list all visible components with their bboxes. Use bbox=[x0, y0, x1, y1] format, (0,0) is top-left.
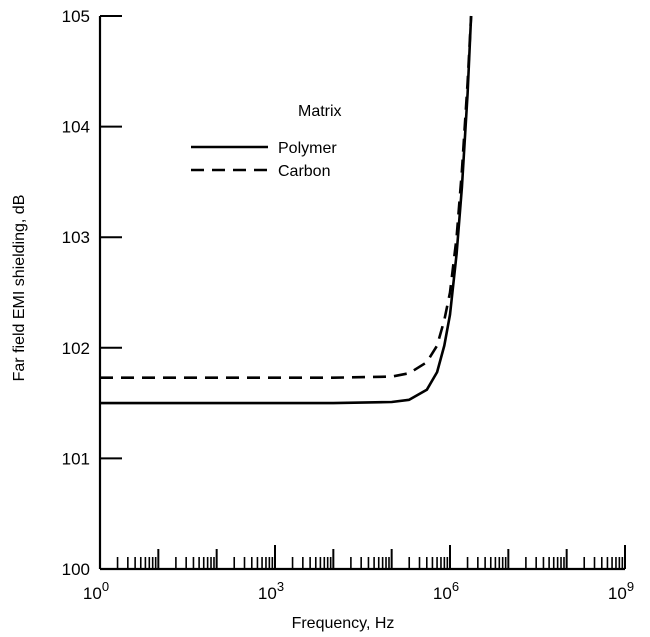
y-tick-label: 100 bbox=[62, 560, 90, 579]
minor-ticks bbox=[116, 549, 624, 569]
y-tick-label: 104 bbox=[62, 118, 90, 137]
x-tick-label-base: 10 bbox=[83, 584, 102, 603]
y-tick-label: 103 bbox=[62, 228, 90, 247]
legend-title: Matrix bbox=[298, 103, 342, 120]
y-axis-title: Far field EMI shielding, dB bbox=[11, 195, 28, 382]
series-lines bbox=[100, 15, 473, 405]
x-tick-labels: 100 103 106 109 bbox=[83, 579, 634, 603]
x-tick-label-base: 10 bbox=[608, 584, 627, 603]
axes bbox=[98, 16, 625, 571]
series-line-carbon bbox=[100, 15, 473, 380]
x-tick-label: 103 bbox=[258, 579, 284, 603]
x-tick-label-exponent: 9 bbox=[627, 579, 634, 594]
y-tick-label: 105 bbox=[62, 7, 90, 26]
y-tick-labels: 100 101 102 103 104 105 bbox=[62, 7, 90, 579]
major-ticks bbox=[100, 15, 626, 570]
y-tick-label: 101 bbox=[62, 449, 90, 468]
legend-label-carbon: Carbon bbox=[278, 163, 330, 180]
x-tick-label-exponent: 6 bbox=[452, 579, 459, 594]
x-tick-label: 106 bbox=[433, 579, 459, 603]
x-tick-label: 109 bbox=[608, 579, 634, 603]
legend-label-polymer: Polymer bbox=[278, 140, 337, 157]
x-tick-label-base: 10 bbox=[258, 584, 277, 603]
series-line-polymer bbox=[100, 15, 473, 405]
y-tick-label: 102 bbox=[62, 339, 90, 358]
x-axis-title: Frequency, Hz bbox=[292, 615, 395, 632]
x-tick-label-exponent: 0 bbox=[102, 579, 109, 594]
x-tick-label: 100 bbox=[83, 579, 109, 603]
x-tick-label-exponent: 3 bbox=[277, 579, 284, 594]
legend: Matrix Polymer Carbon bbox=[191, 103, 342, 180]
x-tick-label-base: 10 bbox=[433, 584, 452, 603]
